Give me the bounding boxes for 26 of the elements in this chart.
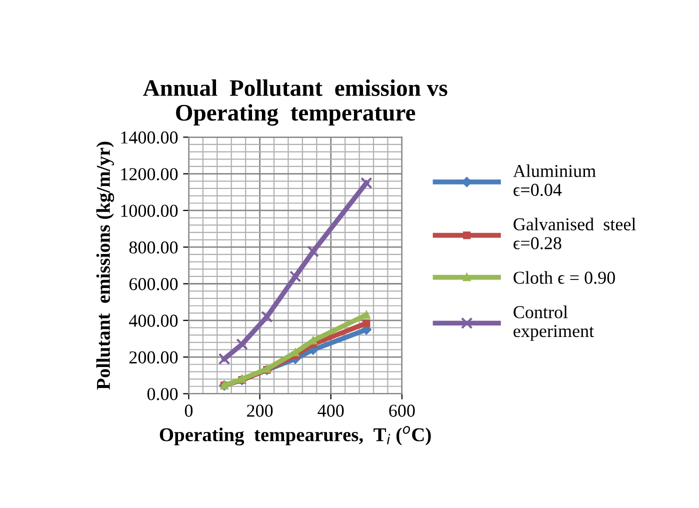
y-tick-label: 0.00	[147, 388, 178, 400]
point	[236, 338, 248, 350]
y-tick-label: 1000.00	[121, 204, 178, 217]
y-tick-label: 800.00	[129, 241, 178, 254]
y-tick-label: 1200.00	[121, 168, 178, 180]
x-tick-label: 400	[318, 404, 344, 417]
x-tick-label: 0	[184, 404, 193, 417]
y-tick-label: 600.00	[129, 278, 178, 290]
chart-title: Annual Pollutant emission vs Operating temperature	[143, 79, 448, 126]
point	[260, 310, 273, 323]
point	[289, 270, 302, 282]
y-tick-label: 200.00	[129, 351, 178, 364]
legend-label: Control experiment	[514, 306, 594, 341]
legend-label: Cloth ϵ = 0.90	[514, 271, 615, 284]
point	[362, 319, 370, 327]
x-tick-label: 200	[247, 404, 273, 417]
point	[218, 352, 230, 365]
y-tick-label: 1400.00	[121, 131, 178, 144]
point	[360, 177, 372, 189]
y-axis-title: Pollutant emissions (kg/m/yr)	[96, 142, 114, 390]
point	[307, 246, 319, 258]
x-tick-label: 600	[389, 404, 415, 417]
legend-label: Galvanised steel ϵ=0.28	[514, 218, 636, 250]
x-axis-title: Operating tempearures, T$_{i}$ ($^{o}$C)	[160, 426, 431, 446]
legend-label: Aluminium ϵ=0.04	[513, 164, 596, 196]
y-tick-label: 400.00	[129, 314, 178, 327]
